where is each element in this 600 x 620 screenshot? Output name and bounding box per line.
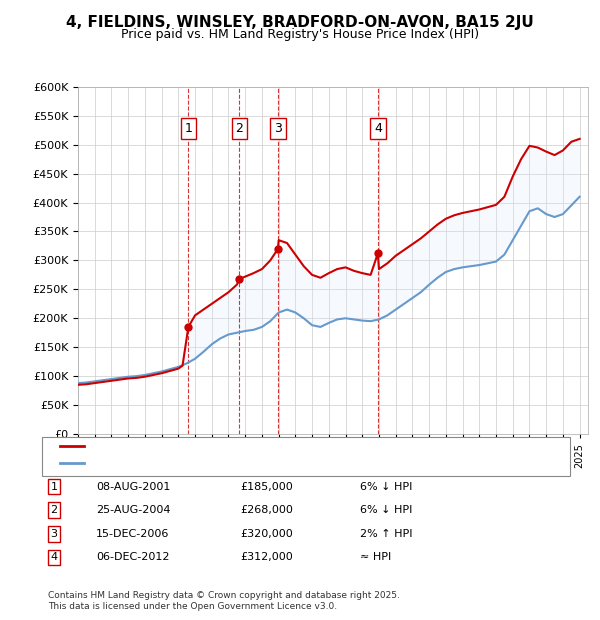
- Text: Contains HM Land Registry data © Crown copyright and database right 2025.
This d: Contains HM Land Registry data © Crown c…: [48, 591, 400, 611]
- Text: 1: 1: [184, 122, 192, 135]
- Text: Price paid vs. HM Land Registry's House Price Index (HPI): Price paid vs. HM Land Registry's House …: [121, 28, 479, 41]
- Text: 6% ↓ HPI: 6% ↓ HPI: [360, 505, 412, 515]
- Text: 4, FIELDINS, WINSLEY, BRADFORD-ON-AVON, BA15 2JU: 4, FIELDINS, WINSLEY, BRADFORD-ON-AVON, …: [66, 16, 534, 30]
- Text: 2: 2: [235, 122, 243, 135]
- Text: £268,000: £268,000: [240, 505, 293, 515]
- Text: 15-DEC-2006: 15-DEC-2006: [96, 529, 169, 539]
- Text: £320,000: £320,000: [240, 529, 293, 539]
- Text: 4: 4: [50, 552, 58, 562]
- Text: 25-AUG-2004: 25-AUG-2004: [96, 505, 170, 515]
- Text: 08-AUG-2001: 08-AUG-2001: [96, 482, 170, 492]
- Text: 3: 3: [50, 529, 58, 539]
- Text: 2% ↑ HPI: 2% ↑ HPI: [360, 529, 413, 539]
- Text: HPI: Average price, detached house, Wiltshire: HPI: Average price, detached house, Wilt…: [90, 458, 329, 468]
- Text: 6% ↓ HPI: 6% ↓ HPI: [360, 482, 412, 492]
- Text: ≈ HPI: ≈ HPI: [360, 552, 391, 562]
- Text: £312,000: £312,000: [240, 552, 293, 562]
- Text: 4, FIELDINS, WINSLEY, BRADFORD-ON-AVON, BA15 2JU (detached house): 4, FIELDINS, WINSLEY, BRADFORD-ON-AVON, …: [90, 441, 470, 451]
- Text: 3: 3: [274, 122, 282, 135]
- Text: 1: 1: [50, 482, 58, 492]
- Text: 2: 2: [50, 505, 58, 515]
- Text: 4: 4: [374, 122, 382, 135]
- Text: £185,000: £185,000: [240, 482, 293, 492]
- Text: 06-DEC-2012: 06-DEC-2012: [96, 552, 170, 562]
